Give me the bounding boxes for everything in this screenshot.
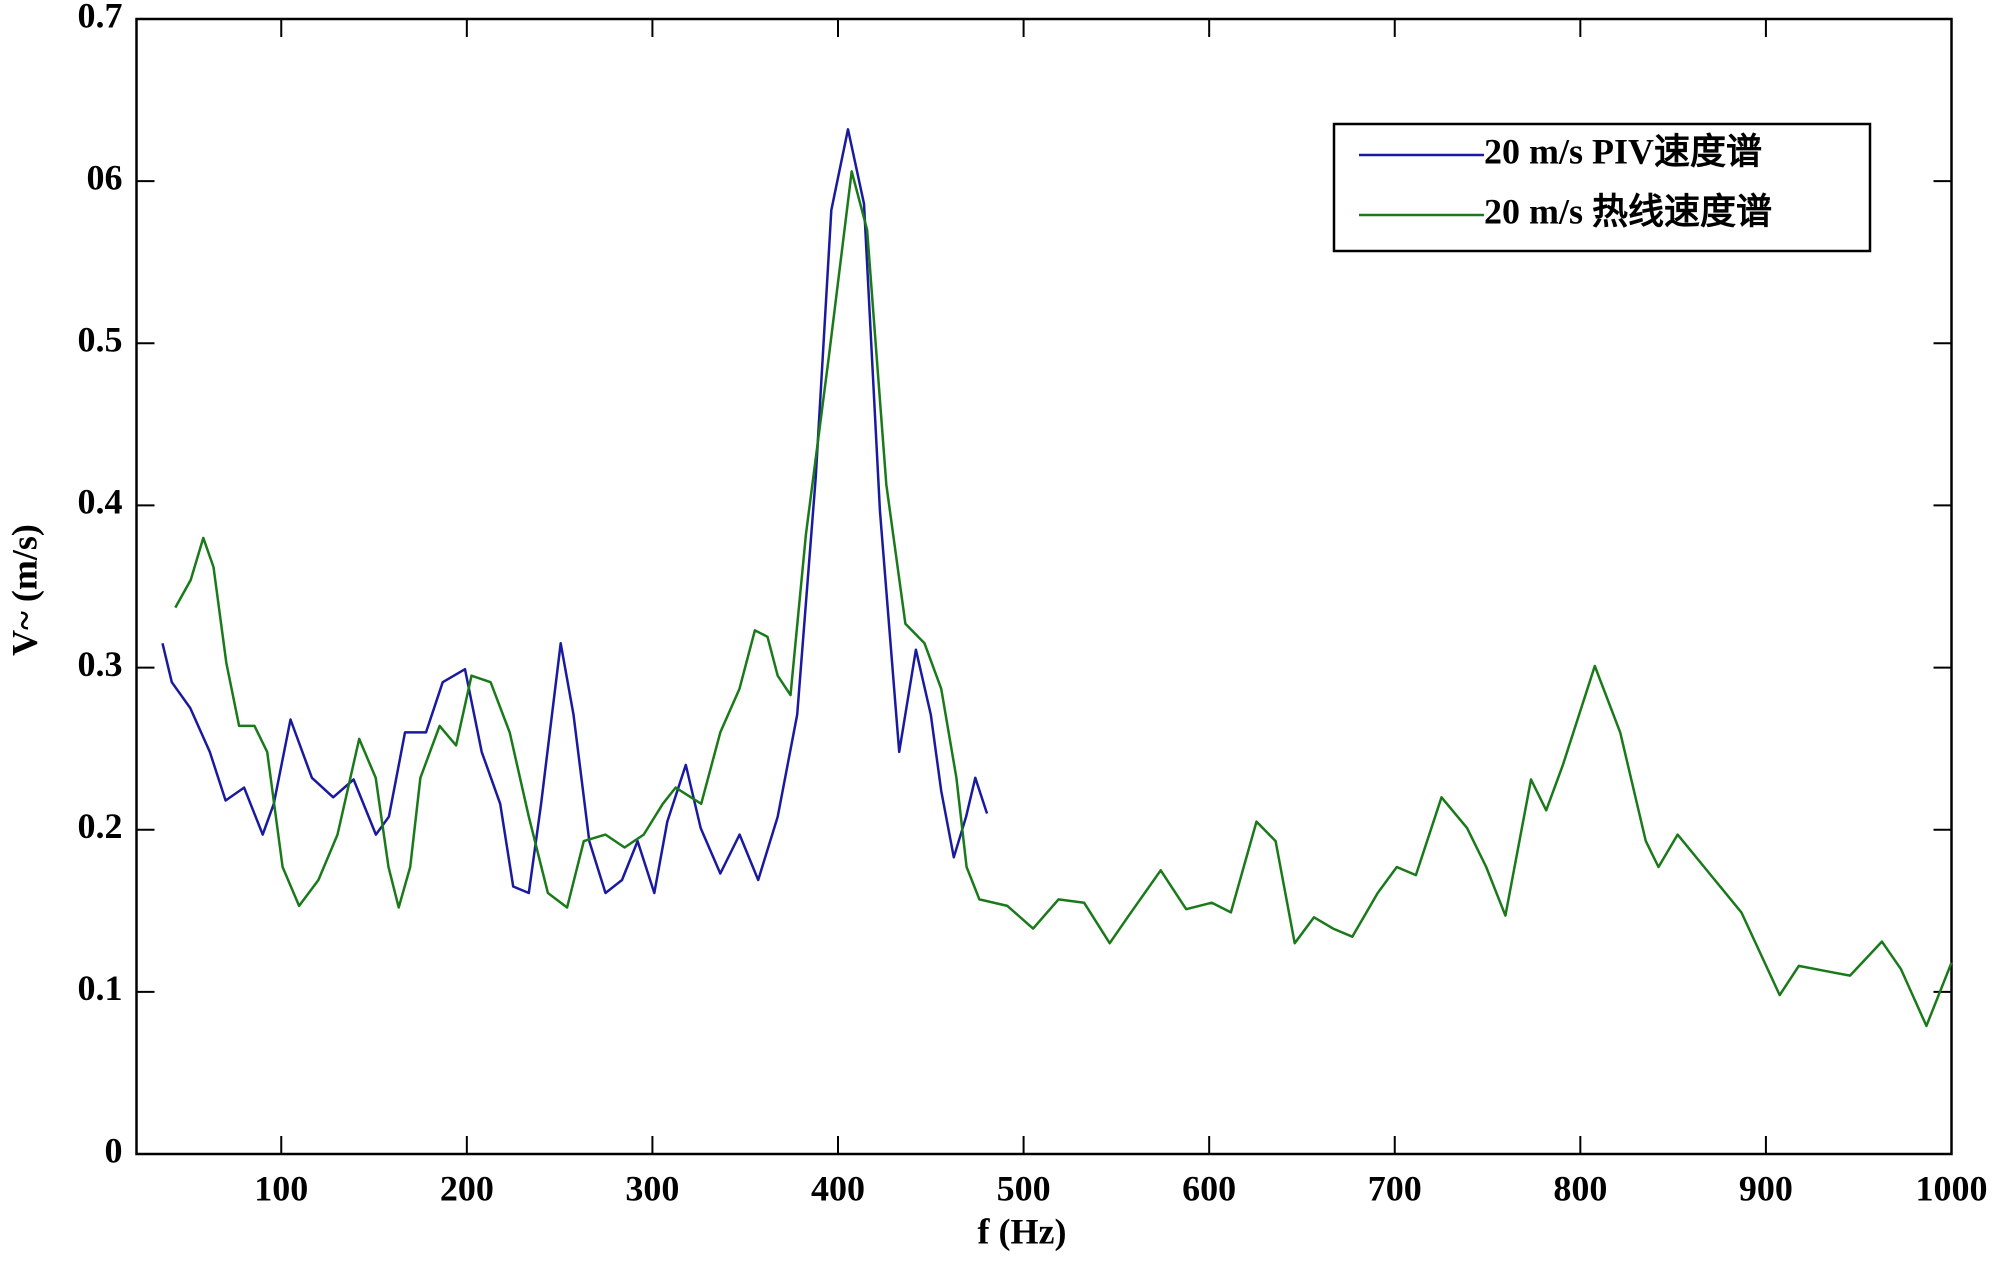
y-tick-label: 0.2 — [78, 806, 123, 846]
y-tick-label: 0.5 — [78, 320, 123, 360]
y-tick-label: 0.3 — [78, 644, 123, 684]
x-tick-label: 1000 — [1916, 1168, 1988, 1208]
legend-box — [1332, 122, 1872, 253]
y-tick-label: 0.4 — [78, 482, 123, 522]
x-tick-label: 600 — [1182, 1168, 1236, 1208]
x-axis-label: f (Hz) — [978, 1211, 1067, 1251]
x-tick-label: 400 — [811, 1168, 865, 1208]
y-tick-label: 0.1 — [78, 968, 123, 1008]
legend-label: 20 m/s 热线速度谱 — [1484, 191, 1772, 231]
y-axis-label: V~ (m/s) — [4, 524, 44, 656]
x-tick-label: 800 — [1553, 1168, 1607, 1208]
y-tick-label: 0 — [105, 1130, 123, 1170]
y-tick-label: 06 — [87, 157, 123, 197]
x-tick-label: 100 — [254, 1168, 308, 1208]
plot-frame — [135, 17, 1953, 1156]
x-tick-label: 900 — [1739, 1168, 1793, 1208]
x-tick-label: 200 — [440, 1168, 494, 1208]
series-line — [174, 170, 1953, 1028]
legend-label: 20 m/s PIV速度谱 — [1484, 131, 1762, 171]
series-line — [161, 128, 989, 895]
y-tick-label: 0.7 — [78, 0, 123, 35]
x-tick-label: 300 — [625, 1168, 679, 1208]
x-tick-label: 700 — [1368, 1168, 1422, 1208]
x-tick-label: 500 — [997, 1168, 1051, 1208]
